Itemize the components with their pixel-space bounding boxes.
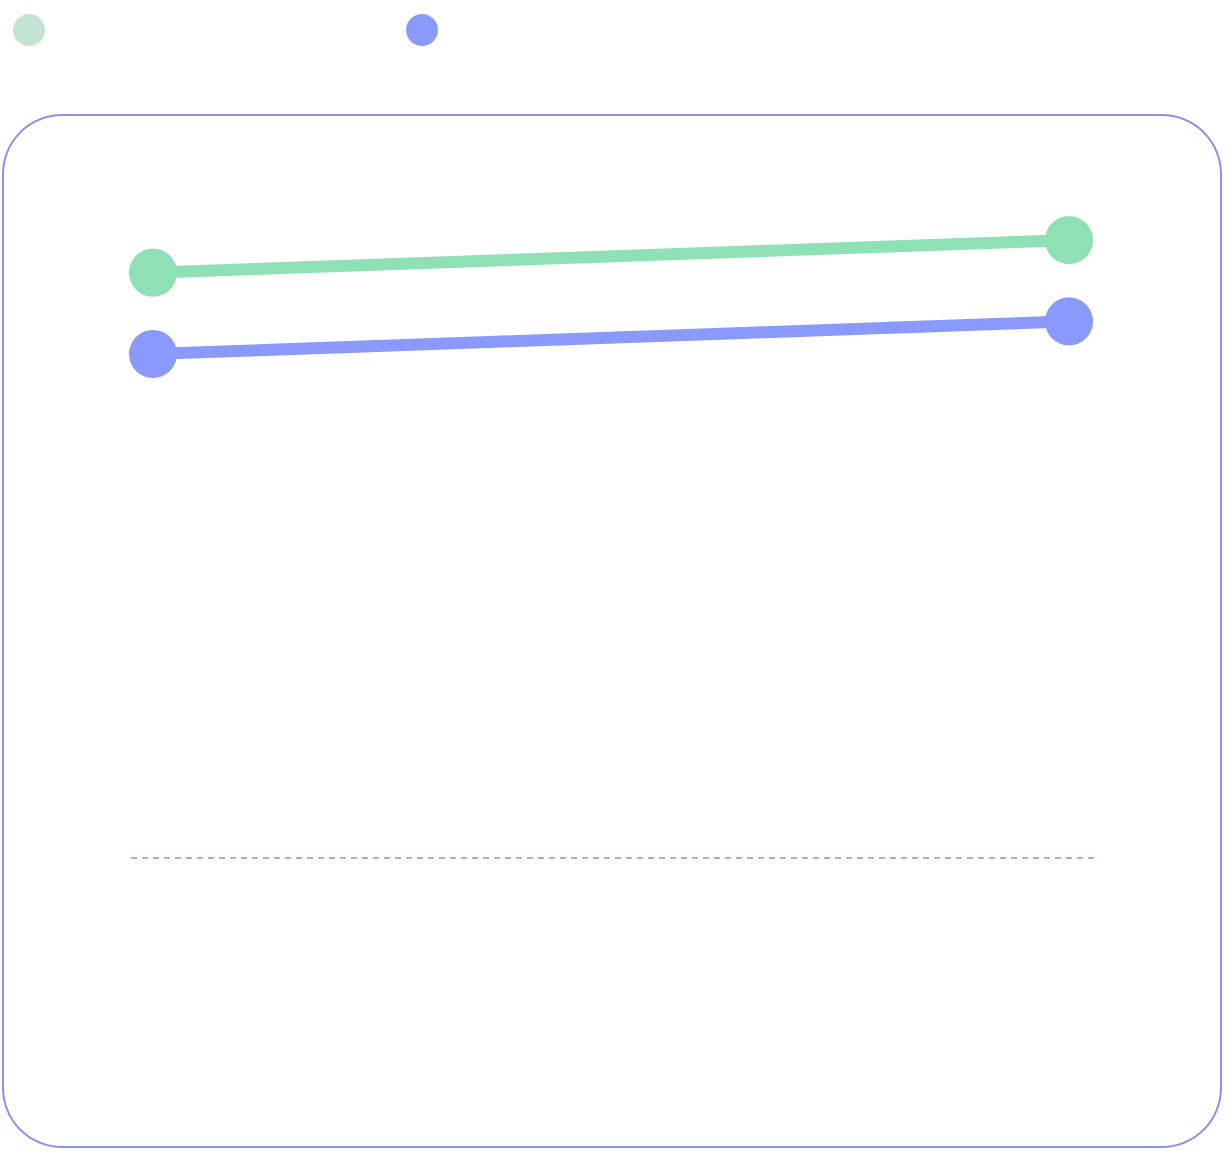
chart-card bbox=[2, 114, 1222, 1148]
series-1-line bbox=[147, 234, 1075, 279]
series-1-point-1[interactable] bbox=[129, 248, 177, 297]
legend-swatch-series-2 bbox=[406, 14, 438, 46]
legend-swatch-series-1 bbox=[13, 14, 45, 46]
series-2-line bbox=[147, 315, 1075, 360]
series-2-point-1[interactable] bbox=[129, 329, 177, 378]
legend-item-series-2[interactable] bbox=[406, 14, 450, 46]
series-2-point-2[interactable] bbox=[1045, 297, 1093, 346]
legend-item-series-1[interactable] bbox=[13, 14, 57, 46]
series-1-point-2[interactable] bbox=[1045, 216, 1093, 265]
legend bbox=[0, 0, 1226, 60]
